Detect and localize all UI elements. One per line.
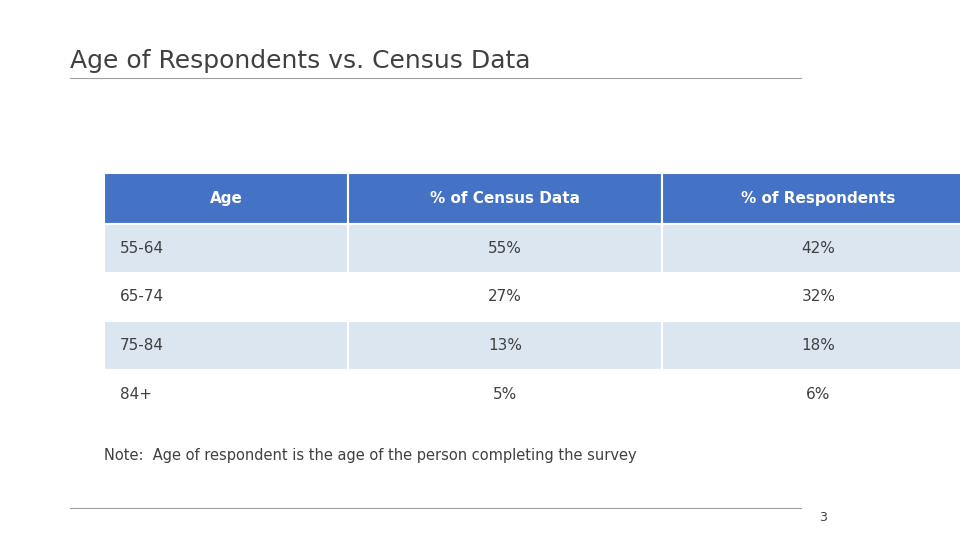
- Text: 6%: 6%: [806, 387, 830, 402]
- Bar: [348, 321, 661, 370]
- Text: Note:  Age of respondent is the age of the person completing the survey: Note: Age of respondent is the age of th…: [105, 448, 637, 463]
- Text: % of Respondents: % of Respondents: [741, 191, 896, 206]
- Bar: [105, 321, 348, 370]
- Bar: [348, 273, 661, 321]
- Text: 65-74: 65-74: [120, 289, 164, 305]
- Text: 3: 3: [819, 511, 828, 524]
- Bar: [105, 224, 348, 273]
- Bar: [348, 370, 661, 418]
- Bar: [105, 273, 348, 321]
- Text: 55-64: 55-64: [120, 241, 164, 256]
- Bar: [661, 370, 960, 418]
- Bar: [105, 370, 348, 418]
- Text: 5%: 5%: [492, 387, 517, 402]
- Text: 32%: 32%: [802, 289, 835, 305]
- Bar: [661, 173, 960, 224]
- Text: 18%: 18%: [802, 338, 835, 353]
- Text: 55%: 55%: [488, 241, 522, 256]
- Bar: [348, 224, 661, 273]
- Bar: [661, 273, 960, 321]
- Text: % of Census Data: % of Census Data: [430, 191, 580, 206]
- Text: 13%: 13%: [488, 338, 522, 353]
- Bar: [105, 173, 348, 224]
- Text: 75-84: 75-84: [120, 338, 164, 353]
- Text: Age of Respondents vs. Census Data: Age of Respondents vs. Census Data: [70, 49, 530, 72]
- Bar: [348, 173, 661, 224]
- Text: Age: Age: [210, 191, 243, 206]
- Text: 27%: 27%: [488, 289, 522, 305]
- Text: 42%: 42%: [802, 241, 835, 256]
- Bar: [661, 321, 960, 370]
- Bar: [661, 224, 960, 273]
- Text: 84+: 84+: [120, 387, 152, 402]
